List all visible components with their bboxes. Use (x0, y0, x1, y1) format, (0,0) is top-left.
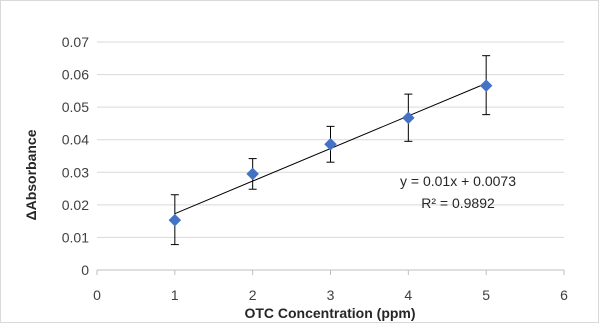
x-axis-title: OTC Concentration (ppm) (244, 305, 415, 321)
data-point-5 (479, 79, 493, 92)
data-point-2 (246, 167, 260, 181)
y-tick-label: 0.04 (62, 132, 89, 148)
x-tick-label: 6 (560, 287, 568, 303)
data-point-3 (324, 137, 337, 151)
data-point-4 (401, 111, 415, 125)
axes (96, 269, 565, 275)
y-tick-label: 0.01 (62, 229, 89, 245)
y-tick-label: 0 (81, 262, 89, 278)
x-tick-label: 3 (327, 287, 335, 303)
x-tick-label: 5 (482, 287, 490, 303)
data-point-1 (168, 213, 182, 227)
equation-label: y = 0.01x + 0.0073 (400, 173, 516, 189)
y-tick-label: 0.02 (62, 197, 89, 213)
x-tick-label: 0 (93, 287, 101, 303)
y-tick-label: 0.07 (62, 34, 89, 50)
y-tick-label: 0.03 (62, 164, 89, 180)
data-points (168, 79, 493, 227)
r-squared-label: R² = 0.9892 (421, 195, 495, 211)
y-tick-label: 0.06 (62, 67, 89, 83)
x-tick-label: 4 (404, 287, 412, 303)
y-axis-title: ΔAbsorbance (23, 129, 39, 220)
error-bars (170, 55, 491, 246)
x-tick-label: 1 (171, 287, 179, 303)
x-tick-labels: 0 1 2 3 4 5 6 (93, 287, 568, 303)
y-tick-labels: 0 0.01 0.02 0.03 0.04 0.05 0.06 0.07 (62, 34, 89, 278)
x-tick-label: 2 (249, 287, 257, 303)
y-tick-label: 0.05 (62, 99, 89, 115)
